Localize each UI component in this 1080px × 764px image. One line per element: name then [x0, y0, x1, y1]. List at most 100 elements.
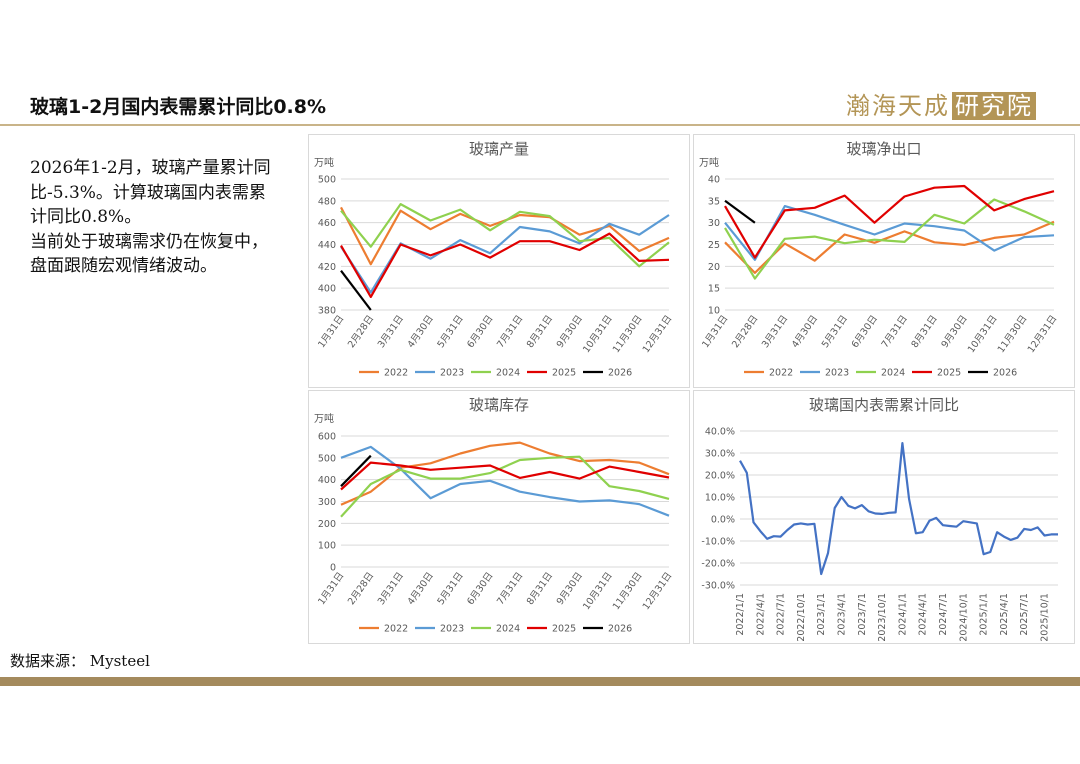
chart: 玻璃国内表需累计同比 -30.0% -20.0% -10.0% 0.0% 10.0% 20.…	[693, 390, 1075, 644]
legend-label: 2023	[440, 368, 464, 379]
data-line	[724, 199, 756, 224]
y-tick-label: 0.0%	[711, 515, 735, 526]
y-tick-label: 20	[708, 262, 720, 273]
data-line	[340, 454, 372, 487]
x-tick-label: 2023/4/1	[836, 593, 847, 636]
x-tick-label: 2024/1/1	[897, 593, 908, 636]
data-line	[340, 270, 372, 311]
y-tick-label: 480	[318, 196, 336, 207]
y-tick-label: 440	[318, 240, 336, 251]
y-tick-label: 420	[318, 262, 336, 273]
data-line	[724, 205, 1055, 261]
footer-bar	[0, 677, 1080, 686]
legend-label: 2024	[496, 624, 520, 635]
chart-title: 玻璃净出口	[846, 140, 921, 158]
legend-label: 2026	[608, 368, 632, 379]
y-tick-label: 600	[318, 432, 336, 443]
data-line	[724, 220, 1055, 274]
x-tick-label: 2024/7/1	[938, 593, 949, 636]
chart-panel: 玻璃库存 万吨 0 100 200 300 400 500 600 1月31日 2月28日 3月31日…	[308, 390, 690, 644]
x-tick-label: 2022/1/1	[735, 593, 746, 636]
data-line	[340, 232, 670, 298]
y-tick-label: 20.0%	[705, 471, 735, 482]
y-tick-label: 380	[318, 306, 336, 317]
legend-label: 2026	[608, 624, 632, 635]
y-tick-label: -20.0%	[701, 559, 735, 570]
header-rule	[0, 124, 1080, 126]
x-tick-label: 2025/4/1	[999, 593, 1010, 636]
y-unit: 万吨	[314, 156, 334, 169]
x-tick-label: 2024/4/1	[918, 593, 929, 636]
legend-label: 2025	[552, 368, 576, 379]
y-tick-label: 35	[708, 196, 720, 207]
y-tick-label: 300	[318, 497, 336, 508]
data-line	[340, 203, 670, 268]
chart-border	[693, 134, 1075, 388]
x-tick-label: 2023/7/1	[857, 593, 868, 636]
logo-text: 研究院	[952, 92, 1036, 120]
y-tick-label: 30.0%	[705, 449, 735, 460]
y-tick-label: 400	[318, 475, 336, 486]
legend-label: 2023	[825, 368, 849, 379]
y-tick-label: 500	[318, 175, 336, 186]
legend-label: 2025	[937, 368, 961, 379]
x-tick-label: 2022/7/1	[776, 593, 787, 636]
chart-panel: 玻璃国内表需累计同比 -30.0% -20.0% -10.0% 0.0% 10.0% 20.…	[693, 390, 1075, 644]
y-tick-label: 10.0%	[705, 493, 735, 504]
legend-label: 2022	[769, 368, 793, 379]
chart-title: 玻璃产量	[469, 140, 529, 158]
y-tick-label: -30.0%	[701, 581, 735, 592]
data-line	[724, 184, 1055, 259]
legend-label: 2022	[384, 368, 408, 379]
y-unit: 万吨	[314, 412, 334, 425]
legend-label: 2025	[552, 624, 576, 635]
y-tick-label: 0	[330, 563, 336, 574]
paragraph: 2026年1-2月，玻璃产量累计同比-5.3%。计算玻璃国内表需累计同比0.8%…	[30, 158, 271, 227]
commentary: 2026年1-2月，玻璃产量累计同比-5.3%。计算玻璃国内表需累计同比0.8%…	[30, 156, 282, 279]
x-tick-label: 2025/10/1	[1039, 593, 1050, 642]
y-tick-label: 100	[318, 541, 336, 552]
legend-label: 2026	[993, 368, 1017, 379]
chart-panel: 玻璃净出口 万吨 10 15 20 25 30 35 40 1月31日 2月28日 3月31日 4月30…	[693, 134, 1075, 388]
y-tick-label: 30	[708, 218, 720, 229]
logo: 瀚海天成 研究院	[846, 86, 1036, 121]
y-tick-label: 200	[318, 519, 336, 530]
y-tick-label: 15	[708, 284, 720, 295]
y-tick-label: 10	[708, 306, 720, 317]
y-tick-label: 40.0%	[705, 427, 735, 438]
x-tick-label: 2023/1/1	[816, 593, 827, 636]
chart-border	[308, 390, 690, 644]
x-tick-label: 2025/7/1	[1019, 593, 1030, 636]
legend-label: 2024	[496, 368, 520, 379]
x-tick-label: 2022/4/1	[755, 593, 766, 636]
y-tick-label: 25	[708, 240, 720, 251]
chart-border	[693, 390, 1075, 644]
data-line	[340, 455, 670, 518]
chart-title: 玻璃国内表需累计同比	[809, 396, 959, 414]
paragraph: 当前处于玻璃需求仍在恢复中，盘面跟随宏观情绪波动。	[30, 231, 268, 277]
legend-label: 2024	[881, 368, 905, 379]
data-line	[340, 461, 670, 491]
x-tick-label: 2023/10/1	[877, 593, 888, 642]
x-tick-label: 2025/1/1	[979, 593, 990, 636]
x-tick-label: 2022/10/1	[796, 593, 807, 642]
data-line	[724, 198, 1055, 280]
legend-label: 2023	[440, 624, 464, 635]
chart-title: 玻璃库存	[469, 396, 529, 414]
y-tick-label: 40	[708, 175, 720, 186]
y-unit: 万吨	[699, 156, 719, 169]
source-note: 数据来源： Mysteel	[10, 652, 150, 670]
data-line	[739, 442, 1058, 576]
legend-label: 2022	[384, 624, 408, 635]
y-tick-label: 500	[318, 453, 336, 464]
y-tick-label: 400	[318, 284, 336, 295]
x-tick-label: 2024/10/1	[958, 593, 969, 642]
chart-panel: 玻璃产量 万吨 380 400 420 440 460 480 500 1月31日 2月28日 3月3…	[308, 134, 690, 388]
slide-title: 玻璃1-2月国内表需累计同比0.8%	[30, 96, 327, 118]
y-tick-label: -10.0%	[701, 537, 735, 548]
logo-text: 瀚海天成	[846, 92, 950, 120]
